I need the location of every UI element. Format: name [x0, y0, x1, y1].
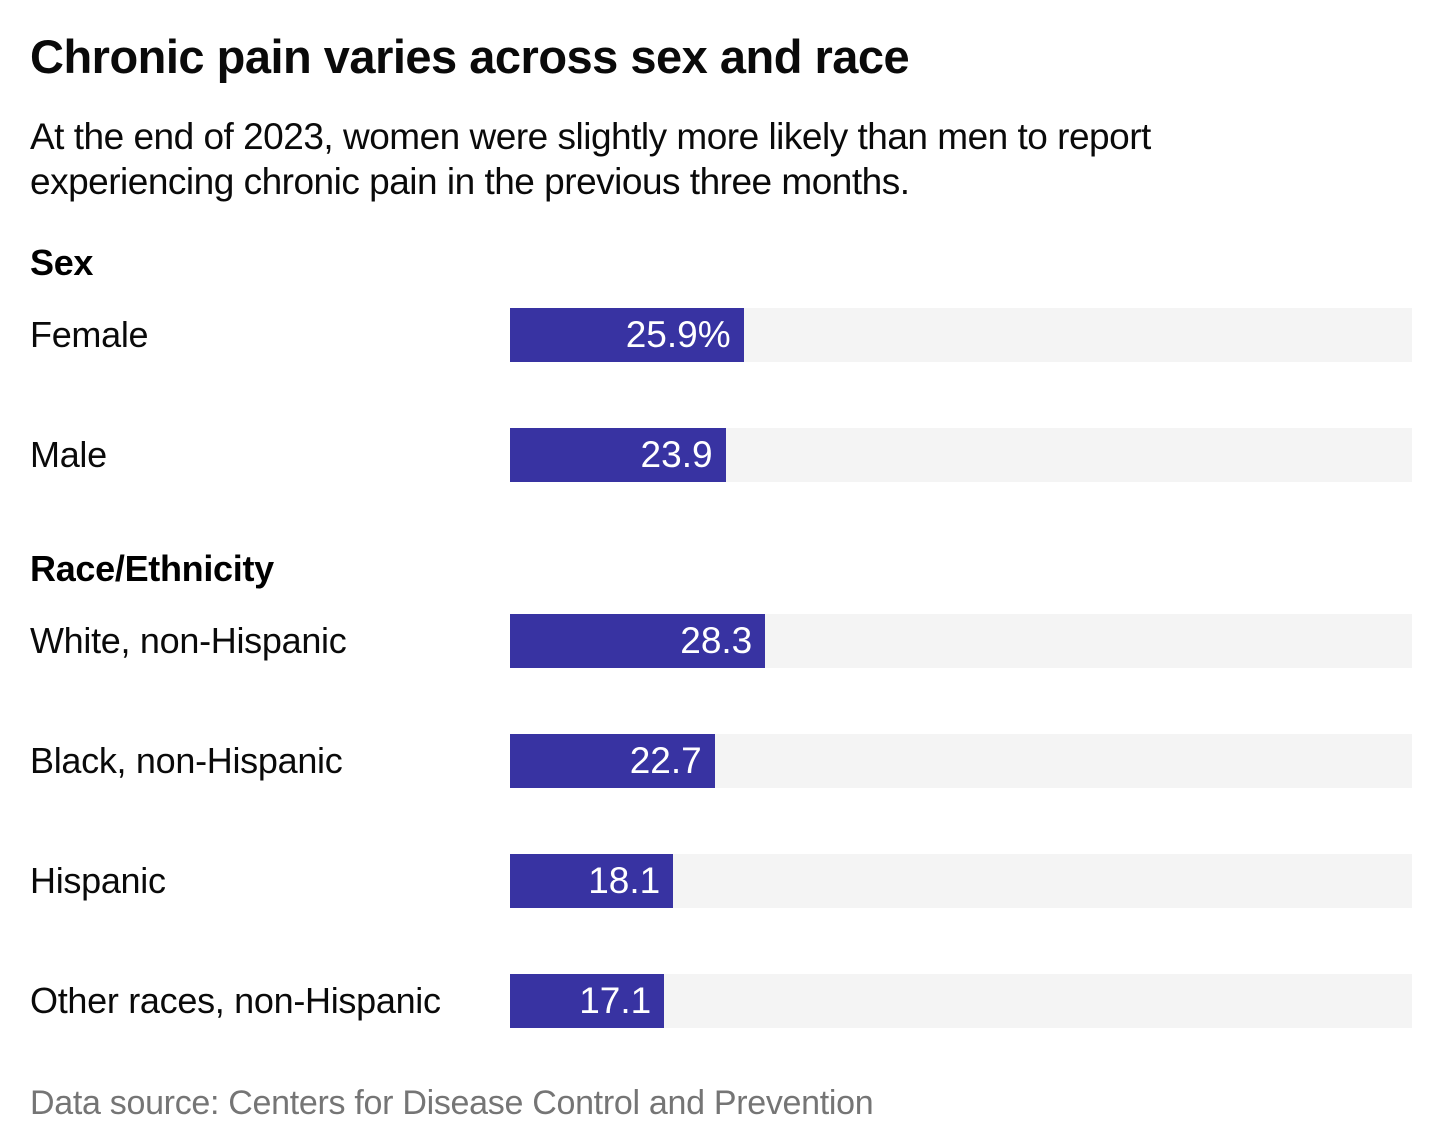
group-rows: White, non-Hispanic 28.3 Black, non-Hisp…: [30, 614, 1412, 1029]
bar-row: Black, non-Hispanic 22.7: [30, 734, 1412, 789]
bar-fill: 22.7: [510, 734, 715, 789]
bar-row: Hispanic 18.1: [30, 854, 1412, 909]
bar-track: 23.9: [510, 428, 1412, 483]
bar-fill: 23.9: [510, 428, 726, 483]
group-rows: Female 25.9% Male 23.9: [30, 308, 1412, 483]
bar-group: Sex Female 25.9% Male 23.9: [30, 242, 1412, 483]
bar-fill: 25.9%: [510, 308, 744, 363]
bar-value-label: 18.1: [588, 860, 661, 902]
bar-row-label: Black, non-Hispanic: [30, 740, 343, 782]
bar-track: 17.1: [510, 974, 1412, 1029]
section-label: Race/Ethnicity: [30, 548, 274, 590]
bar-track: 25.9%: [510, 308, 1412, 363]
data-source-note: Data source: Centers for Disease Control…: [30, 1084, 874, 1123]
bar-track: 28.3: [510, 614, 1412, 669]
bar-row: Other races, non-Hispanic 17.1: [30, 974, 1412, 1029]
bar-fill: 28.3: [510, 614, 766, 669]
bar-row-label: Hispanic: [30, 860, 166, 902]
bar-value-label: 25.9%: [625, 314, 731, 356]
bar-fill: 18.1: [510, 854, 674, 909]
chart-groups: Sex Female 25.9% Male 23.9 Race/Ethnicit…: [30, 242, 1412, 1029]
chart-subtitle: At the end of 2023, women were slightly …: [30, 116, 1151, 203]
bar-value-label: 17.1: [579, 980, 652, 1022]
bar-row-label: White, non-Hispanic: [30, 620, 347, 662]
bar-row-label: Other races, non-Hispanic: [30, 980, 441, 1022]
bar-row-label: Female: [30, 314, 149, 356]
page-title: Chronic pain varies across sex and race: [30, 30, 910, 83]
bar-value-label: 22.7: [629, 740, 702, 782]
bar-row-label: Male: [30, 434, 107, 476]
bar-row: Male 23.9: [30, 428, 1412, 483]
section-label: Sex: [30, 242, 94, 284]
bar-group: Race/Ethnicity White, non-Hispanic 28.3 …: [30, 548, 1412, 1029]
bar-track: 18.1: [510, 854, 1412, 909]
bar-row: Female 25.9%: [30, 308, 1412, 363]
bar-row: White, non-Hispanic 28.3: [30, 614, 1412, 669]
bar-value-label: 23.9: [640, 434, 713, 476]
bar-track: 22.7: [510, 734, 1412, 789]
bar-fill: 17.1: [510, 974, 665, 1029]
bar-value-label: 28.3: [680, 620, 753, 662]
